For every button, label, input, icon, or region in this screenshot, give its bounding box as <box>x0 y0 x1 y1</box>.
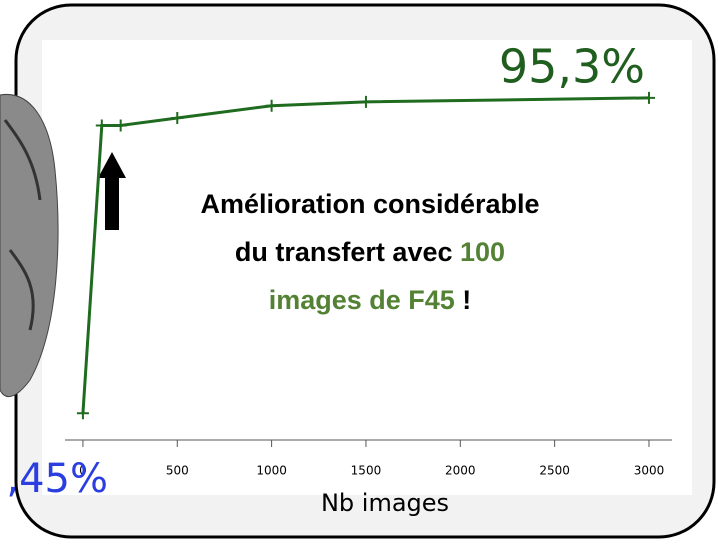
slide: 050010001500200025003000Nb images,45%95,… <box>0 0 718 541</box>
x-tick-label: 1500 <box>351 464 382 478</box>
value-label: ,45% <box>6 456 108 502</box>
x-tick-label: 2000 <box>445 464 476 478</box>
x-tick-label: 500 <box>166 464 189 478</box>
value-label: 95,3% <box>499 40 645 94</box>
x-axis-label: Nb images <box>321 489 449 517</box>
x-tick-label: 2500 <box>539 464 570 478</box>
annotation: Amélioration considérable du transfert a… <box>200 180 540 324</box>
x-tick-label: 1000 <box>256 464 287 478</box>
x-tick-label: 3000 <box>634 464 665 478</box>
arrow-shaft <box>105 175 119 230</box>
annotation-part: ! <box>462 285 471 315</box>
